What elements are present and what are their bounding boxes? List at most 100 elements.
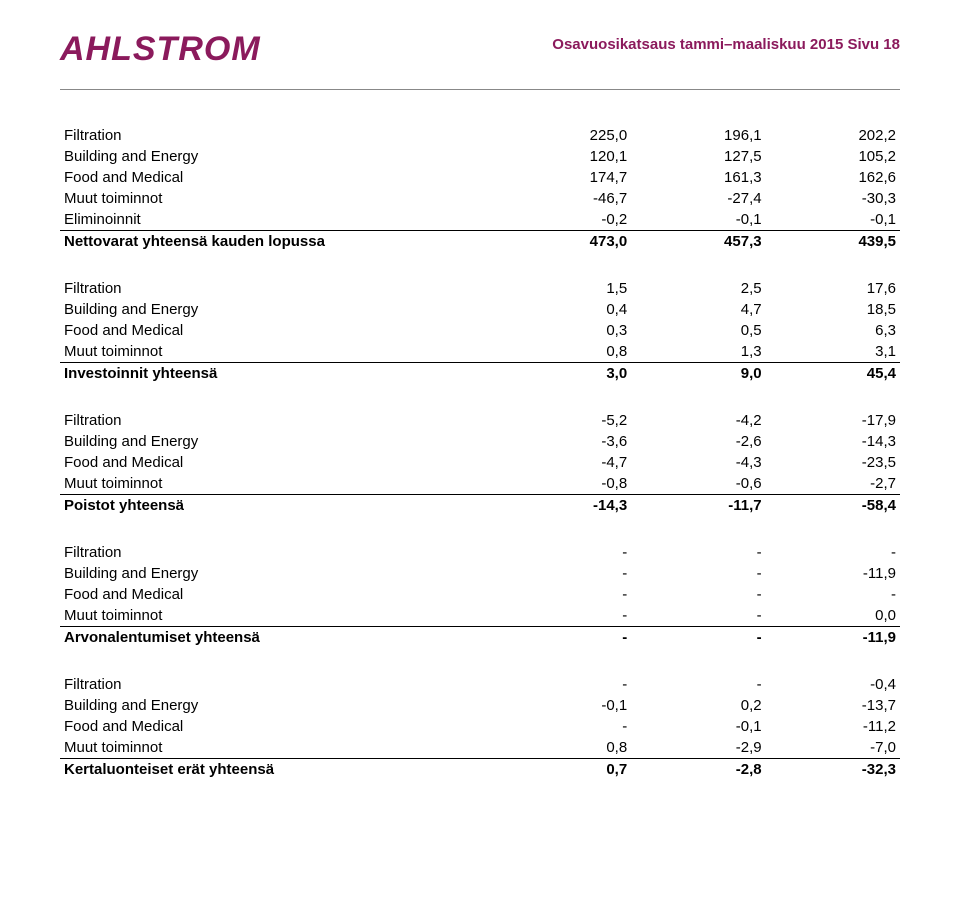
total-col3: -32,3 (766, 759, 900, 781)
value-col2: -27,4 (631, 188, 765, 209)
row-label: Muut toiminnot (60, 188, 497, 209)
section-gap (60, 516, 900, 542)
gap-cell (60, 516, 900, 542)
value-col2: 1,3 (631, 341, 765, 363)
gap-cell (60, 252, 900, 278)
value-col1: 0,8 (497, 341, 631, 363)
value-col3: 162,6 (766, 167, 900, 188)
table-row: Filtration---0,4 (60, 674, 900, 695)
value-col3: - (766, 542, 900, 563)
value-col3: -7,0 (766, 737, 900, 759)
table-row: Eliminoinnit-0,2-0,1-0,1 (60, 209, 900, 231)
value-col2: 196,1 (631, 125, 765, 146)
section-gap (60, 252, 900, 278)
value-col1: - (497, 563, 631, 584)
total-row: Kertaluonteiset erät yhteensä0,7-2,8-32,… (60, 759, 900, 781)
value-col3: -0,4 (766, 674, 900, 695)
value-col1: 120,1 (497, 146, 631, 167)
table-row: Food and Medical--- (60, 584, 900, 605)
value-col2: 161,3 (631, 167, 765, 188)
value-col1: - (497, 542, 631, 563)
row-label: Food and Medical (60, 452, 497, 473)
value-col3: 18,5 (766, 299, 900, 320)
value-col2: -0,1 (631, 209, 765, 231)
report-title: Osavuosikatsaus tammi–maaliskuu 2015 Siv… (552, 36, 900, 53)
value-col2: - (631, 605, 765, 627)
value-col3: 6,3 (766, 320, 900, 341)
gap-cell (60, 384, 900, 410)
table-row: Building and Energy-0,10,2-13,7 (60, 695, 900, 716)
total-col3: 439,5 (766, 231, 900, 253)
row-label: Building and Energy (60, 563, 497, 584)
value-col1: 0,4 (497, 299, 631, 320)
table-row: Food and Medical174,7161,3162,6 (60, 167, 900, 188)
value-col1: 174,7 (497, 167, 631, 188)
table-row: Building and Energy---11,9 (60, 563, 900, 584)
value-col2: -4,2 (631, 410, 765, 431)
page-header: AHLSTROM Osavuosikatsaus tammi–maaliskuu… (60, 30, 900, 90)
value-col2: -0,1 (631, 716, 765, 737)
table-row: Food and Medical--0,1-11,2 (60, 716, 900, 737)
row-label: Building and Energy (60, 695, 497, 716)
value-col2: 4,7 (631, 299, 765, 320)
value-col3: -11,2 (766, 716, 900, 737)
value-col3: - (766, 584, 900, 605)
value-col2: - (631, 542, 765, 563)
total-label: Kertaluonteiset erät yhteensä (60, 759, 497, 781)
gap-cell (60, 648, 900, 674)
total-col1: 3,0 (497, 363, 631, 385)
row-label: Eliminoinnit (60, 209, 497, 231)
value-col1: - (497, 674, 631, 695)
value-col3: 0,0 (766, 605, 900, 627)
value-col2: -4,3 (631, 452, 765, 473)
total-label: Poistot yhteensä (60, 495, 497, 517)
total-col2: - (631, 627, 765, 649)
total-col1: - (497, 627, 631, 649)
total-col3: -11,9 (766, 627, 900, 649)
table-row: Filtration--- (60, 542, 900, 563)
total-row: Poistot yhteensä-14,3-11,7-58,4 (60, 495, 900, 517)
value-col3: 17,6 (766, 278, 900, 299)
total-col3: -58,4 (766, 495, 900, 517)
total-row: Investoinnit yhteensä3,09,045,4 (60, 363, 900, 385)
value-col2: 127,5 (631, 146, 765, 167)
table-row: Food and Medical0,30,56,3 (60, 320, 900, 341)
value-col1: - (497, 605, 631, 627)
value-col2: -0,6 (631, 473, 765, 495)
table-row: Muut toiminnot0,81,33,1 (60, 341, 900, 363)
value-col1: 0,8 (497, 737, 631, 759)
total-col2: 457,3 (631, 231, 765, 253)
table-row: Filtration1,52,517,6 (60, 278, 900, 299)
value-col2: 0,5 (631, 320, 765, 341)
total-label: Investoinnit yhteensä (60, 363, 497, 385)
row-label: Food and Medical (60, 716, 497, 737)
total-row: Nettovarat yhteensä kauden lopussa473,04… (60, 231, 900, 253)
value-col3: 3,1 (766, 341, 900, 363)
value-col2: 2,5 (631, 278, 765, 299)
value-col1: - (497, 584, 631, 605)
total-col2: -2,8 (631, 759, 765, 781)
row-label: Building and Energy (60, 431, 497, 452)
value-col3: -23,5 (766, 452, 900, 473)
table-row: Filtration225,0196,1202,2 (60, 125, 900, 146)
value-col1: 0,3 (497, 320, 631, 341)
total-col2: 9,0 (631, 363, 765, 385)
table-row: Muut toiminnot0,8-2,9-7,0 (60, 737, 900, 759)
value-col1: -46,7 (497, 188, 631, 209)
value-col3: -11,9 (766, 563, 900, 584)
table-row: Filtration-5,2-4,2-17,9 (60, 410, 900, 431)
value-col3: -14,3 (766, 431, 900, 452)
value-col2: - (631, 584, 765, 605)
value-col3: -30,3 (766, 188, 900, 209)
row-label: Food and Medical (60, 167, 497, 188)
value-col2: -2,6 (631, 431, 765, 452)
value-col3: -13,7 (766, 695, 900, 716)
section-gap (60, 384, 900, 410)
row-label: Food and Medical (60, 584, 497, 605)
table-row: Building and Energy-3,6-2,6-14,3 (60, 431, 900, 452)
value-col1: -0,2 (497, 209, 631, 231)
page: AHLSTROM Osavuosikatsaus tammi–maaliskuu… (0, 0, 960, 820)
total-row: Arvonalentumiset yhteensä---11,9 (60, 627, 900, 649)
value-col2: - (631, 674, 765, 695)
row-label: Building and Energy (60, 146, 497, 167)
